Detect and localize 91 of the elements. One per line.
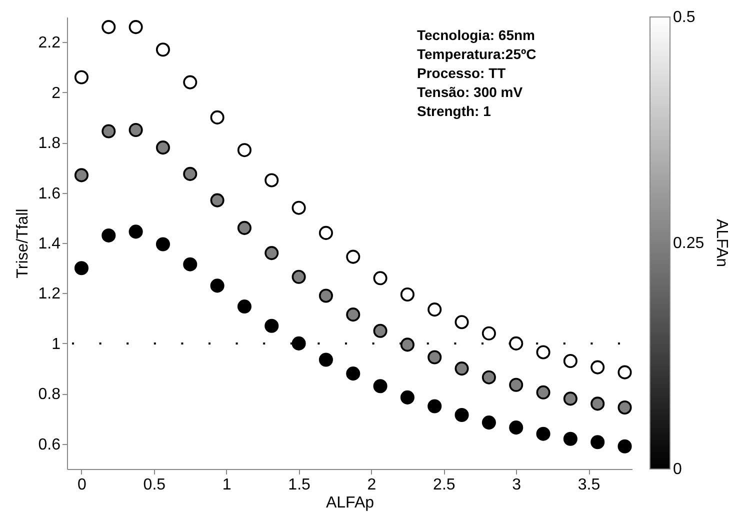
- point: [454, 408, 469, 422]
- point: [346, 366, 360, 381]
- point: [183, 166, 198, 181]
- annotation: Processo: TT: [417, 65, 506, 81]
- point: [454, 315, 469, 330]
- point: [400, 338, 414, 352]
- point: [590, 396, 605, 411]
- point: [400, 390, 414, 404]
- y-tick-label: 2: [52, 84, 61, 102]
- point: [536, 385, 550, 400]
- point: [264, 246, 279, 260]
- point: [590, 435, 605, 450]
- point: [318, 352, 333, 367]
- point: [74, 70, 89, 84]
- point: [482, 326, 496, 340]
- point: [128, 20, 143, 34]
- color-bar-label: 0: [673, 461, 682, 478]
- x-tick-label: 3: [512, 476, 522, 494]
- point: [509, 378, 524, 392]
- x-tick-label: 2.5: [433, 476, 456, 494]
- point: [156, 237, 170, 252]
- point: [183, 75, 198, 90]
- point: [563, 354, 578, 368]
- point: [618, 439, 632, 454]
- point: [563, 432, 578, 446]
- point: [183, 257, 198, 272]
- point: [346, 250, 360, 264]
- point: [102, 228, 116, 242]
- point: [237, 300, 252, 314]
- point: [102, 124, 116, 138]
- point: [292, 270, 306, 284]
- point: [373, 271, 388, 286]
- point: [292, 336, 306, 350]
- point: [318, 288, 333, 303]
- point: [428, 350, 442, 364]
- annotation: Tecnologia: 65nm: [417, 27, 535, 43]
- point: [454, 362, 469, 376]
- point: [210, 110, 224, 124]
- x-tick-label: 2: [367, 476, 376, 494]
- point: [102, 20, 116, 34]
- y-tick-label: 2.2: [38, 34, 61, 52]
- y-tick-label: 1: [52, 336, 61, 353]
- y-tick-label: 1.8: [38, 135, 61, 152]
- point: [264, 173, 279, 188]
- point: [536, 345, 550, 360]
- point: [428, 399, 442, 414]
- point: [373, 324, 388, 338]
- point: [563, 392, 578, 406]
- point: [210, 278, 224, 293]
- point: [237, 143, 252, 158]
- point: [292, 200, 306, 215]
- annotation: Strength: 1: [417, 103, 492, 119]
- y-tick-label: 0.6: [38, 436, 61, 454]
- point: [482, 416, 496, 430]
- point: [346, 308, 360, 322]
- point: [509, 420, 524, 435]
- point: [536, 426, 550, 441]
- x-axis-title: ALFAp: [326, 494, 374, 512]
- point: [74, 261, 89, 276]
- point: [237, 220, 252, 235]
- x-tick-label: 1.5: [288, 476, 311, 494]
- point: [264, 318, 279, 333]
- point: [156, 42, 170, 57]
- point: [128, 122, 143, 138]
- y-tick-label: 1.2: [38, 286, 61, 303]
- point: [590, 360, 605, 374]
- y-tick-label: 1.4: [38, 236, 61, 252]
- point: [618, 365, 632, 380]
- point: [128, 224, 143, 239]
- point: [74, 168, 89, 182]
- point: [509, 336, 524, 350]
- annotation: Temperatura:25ºC: [417, 46, 536, 62]
- point: [482, 370, 496, 384]
- y-tick-label: 1.6: [38, 185, 61, 202]
- point: [400, 287, 414, 302]
- point: [318, 226, 333, 240]
- x-tick-label: 1: [222, 476, 232, 494]
- point: [428, 302, 442, 317]
- y-tick-label: 0.8: [38, 386, 61, 404]
- x-tick-label: 0.5: [143, 476, 166, 494]
- point: [210, 193, 224, 208]
- x-tick-label: 0: [78, 476, 87, 494]
- color-bar-title: ALFAn: [713, 218, 730, 268]
- point: [156, 140, 170, 155]
- color-bar-label: 0.25: [673, 235, 704, 252]
- point: [373, 379, 388, 394]
- x-tick-label: 3.5: [578, 476, 600, 494]
- y-axis-title: Trise/Tfall: [14, 208, 32, 278]
- color-bar-label: 0.5: [673, 9, 696, 26]
- point: [618, 400, 632, 414]
- annotation: Tensão: 300 mV: [417, 84, 524, 100]
